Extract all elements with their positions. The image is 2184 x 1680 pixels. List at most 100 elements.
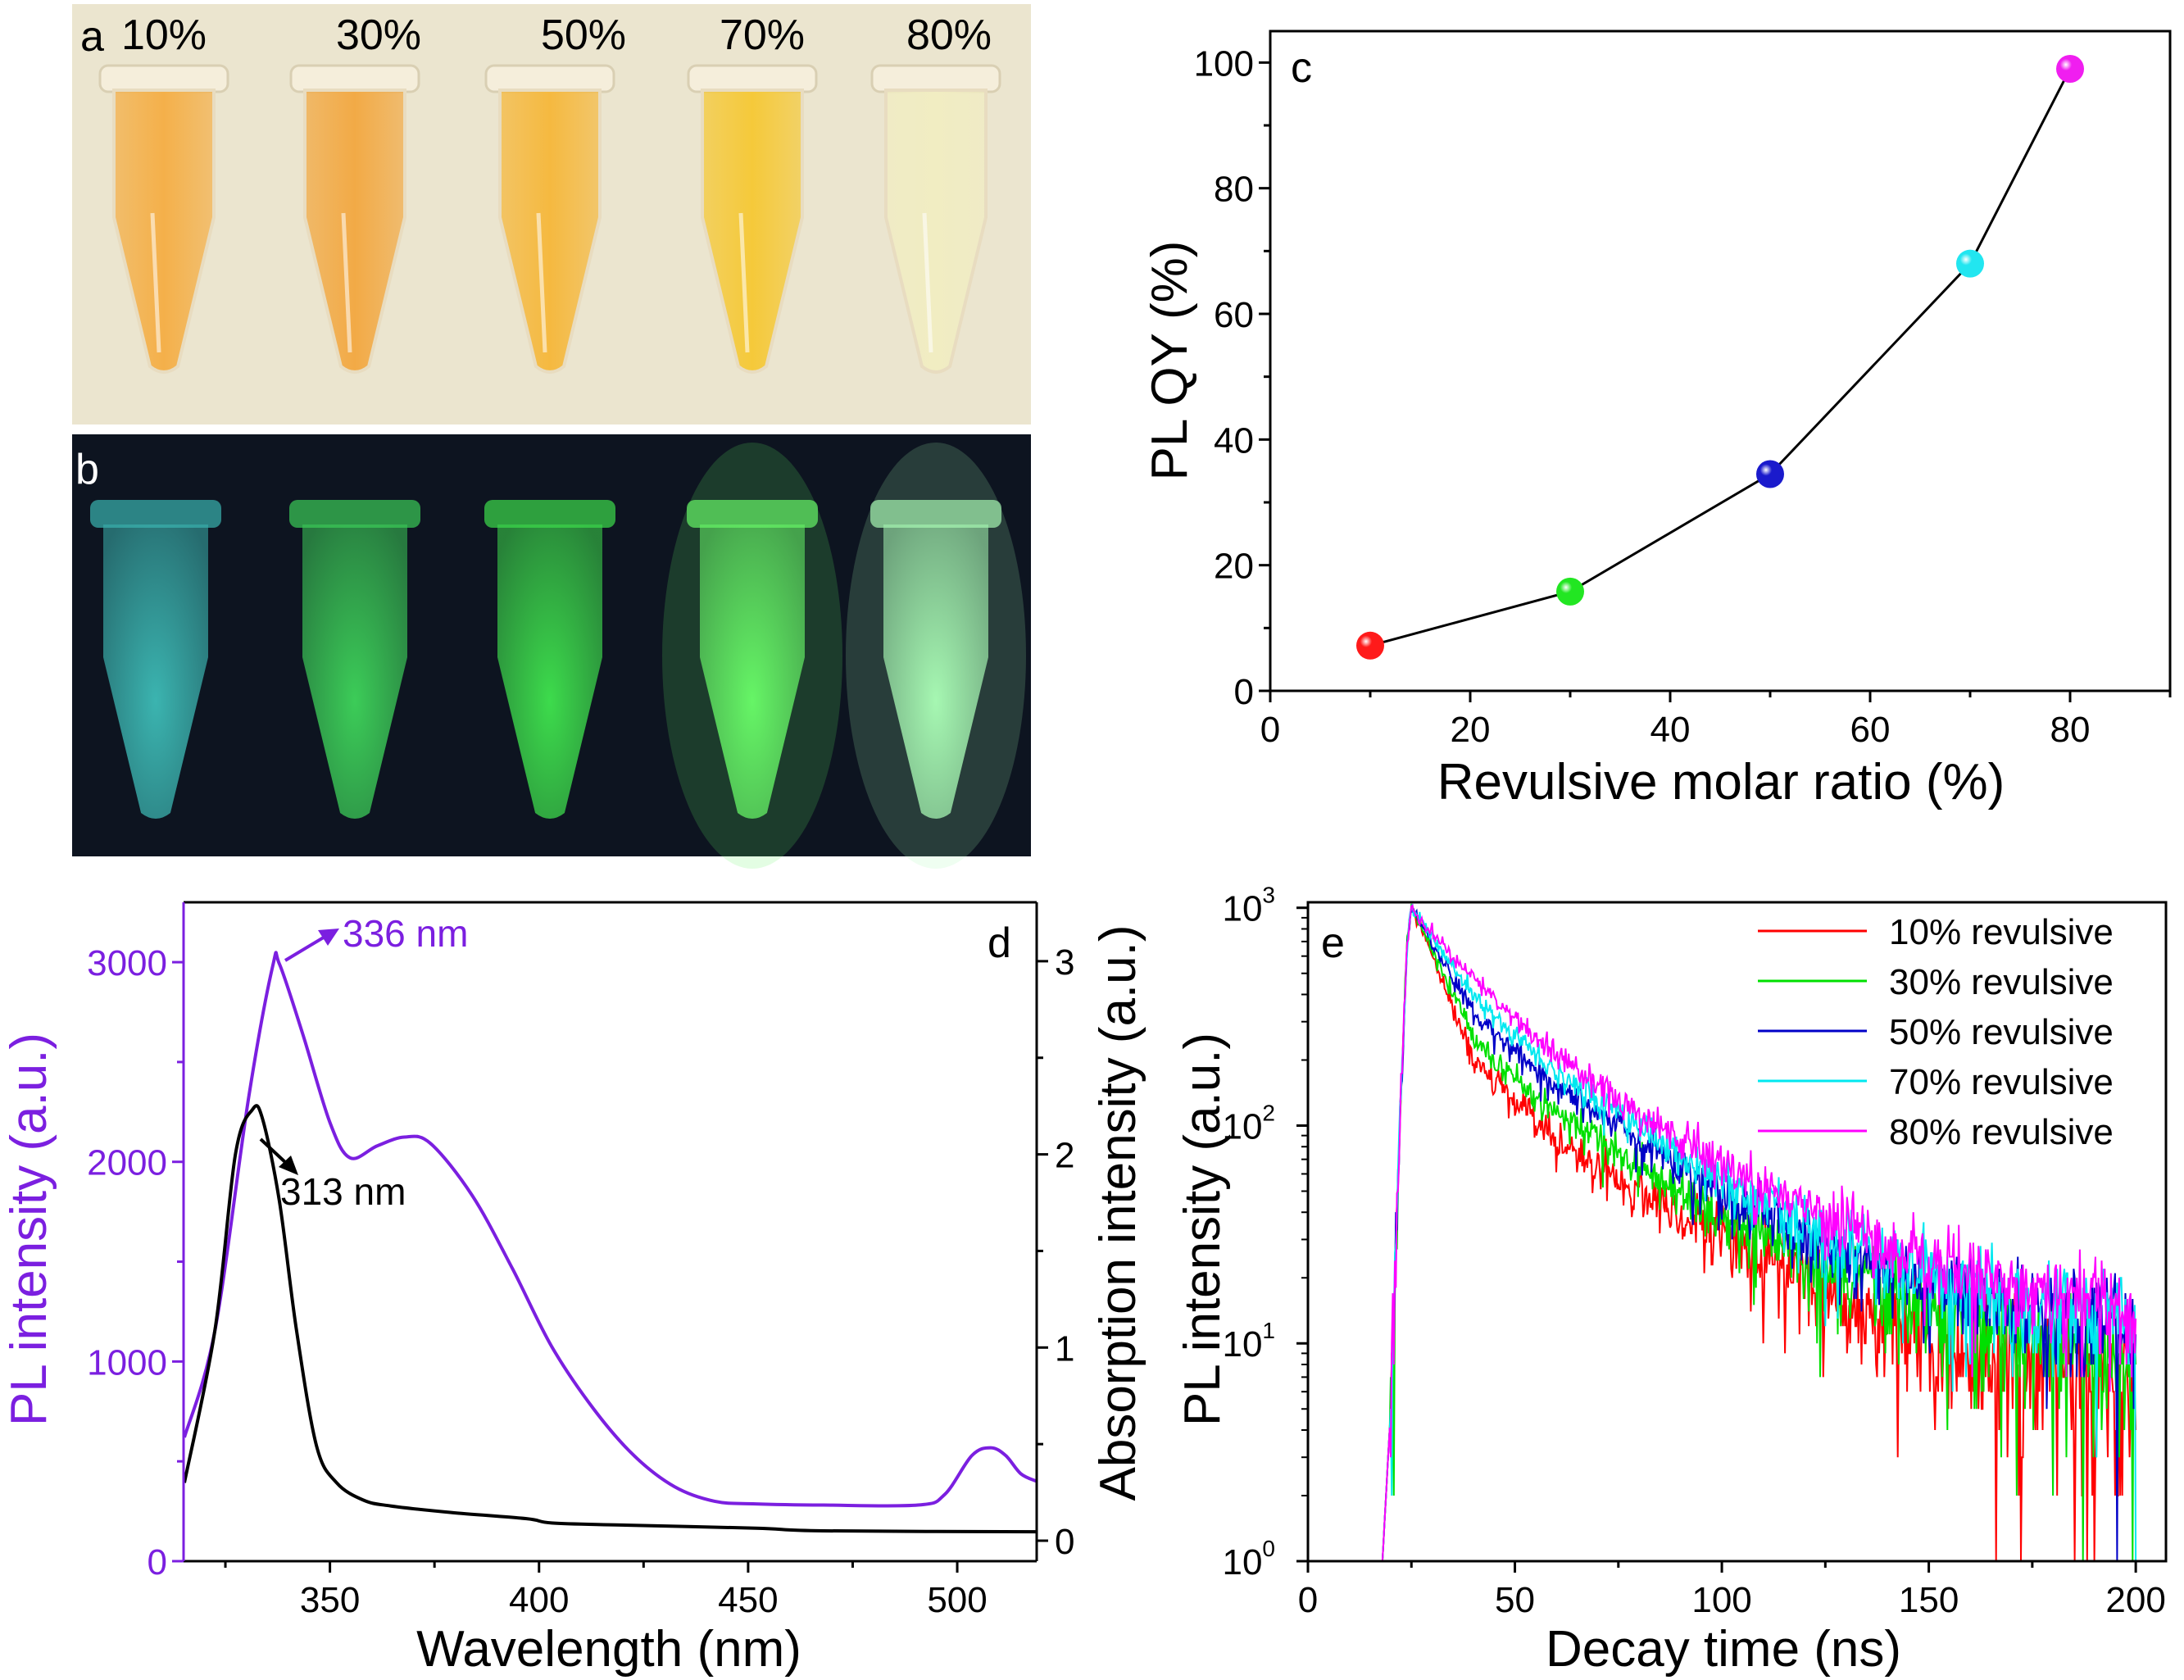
tube-a-10% [112,89,216,374]
x-tick-label-c: 80 [2050,710,2091,750]
tube-highlight [150,212,161,353]
y-tick-label-left-d: 1000 [87,1342,167,1383]
tube-highlight [738,212,750,353]
panel-a-label: a [80,13,104,61]
tube-cap [870,500,1001,528]
x-tick-label-c: 40 [1650,710,1691,750]
x-axis-title-d: Wavelength (nm) [416,1621,801,1678]
tube-label-70: 70% [720,11,805,59]
tube-cap [870,64,1001,93]
panel-c-chart: 0 20 40 60 80 0 20 40 60 80 100 c Revulsive molar … [1142,30,2172,810]
y-tick-label-c: 80 [1214,170,1254,210]
data-point-c [1956,249,1984,278]
data-point-c [1756,460,1784,488]
exponent: 3 [1262,883,1275,908]
plot-frame-e [1306,901,2168,1563]
arrowhead-336-icon [318,929,339,946]
panel-b-label: b [75,446,99,493]
tube-b-0 [103,524,208,819]
panel-c-label: c [1291,44,1312,92]
panel-a-photo: a 10% 30% 50% 70% 80% [72,4,1031,425]
x-tick-label-d: 400 [509,1580,569,1620]
x-tick-label-d: 350 [300,1580,360,1620]
y-tick-label-left-d: 0 [148,1542,167,1582]
tube-b-1 [302,524,407,819]
legend-label: 50% revulsive [1889,1012,2114,1052]
x-tick-label-e: 200 [2105,1580,2165,1620]
decay-curve-1 [1308,907,2137,1562]
tube-b-4 [883,524,988,819]
legend-e: 10% revulsive 30% revulsive 50% revulsive 7… [1758,912,2114,1152]
y-axis-title-left-d: PL intensity (a.u.) [1,1033,57,1426]
legend-label: 80% revulsive [1889,1112,2114,1152]
y-axis-title-right-d: Absorption intensity (a.u.) [1090,924,1146,1501]
y-tick-label-c: 100 [1194,43,1254,84]
x-tick-label-e: 150 [1899,1580,1959,1620]
x-axis-title-e: Decay time (ns) [1546,1621,1901,1678]
plot-frame-c [1269,30,2172,692]
data-point-c [1356,631,1384,660]
annotation-arrow-313 [259,1137,288,1165]
annotation-313nm: 313 nm [280,1170,406,1213]
legend-label: 10% revulsive [1889,912,2114,952]
tube-b-3 [700,524,805,819]
tube-label-80: 80% [906,11,992,59]
x-tick-label-c: 0 [1260,710,1280,750]
y-tick-label-left-d: 3000 [87,943,167,983]
x-tick-label-c: 60 [1850,710,1891,750]
legend-label: 30% revulsive [1889,962,2114,1002]
y-tick-label-e: 100 [1222,1536,1275,1582]
tube-cap [289,500,420,528]
y-tick-label-e: 103 [1222,883,1275,929]
tube-highlight [341,212,352,353]
tube-cap [289,64,420,93]
pl-spectrum-line [183,951,1038,1508]
tube-label-30: 30% [336,11,421,59]
tube-cap [687,500,818,528]
x-axis-title-c: Revulsive molar ratio (%) [1437,754,2005,810]
annotation-336nm: 336 nm [343,912,468,955]
exponent: 1 [1262,1318,1275,1343]
absorption-spectrum-line [183,1104,1038,1534]
x-tick-label-e: 0 [1298,1580,1318,1620]
x-tick-label-d: 450 [718,1580,778,1620]
exponent: 0 [1262,1536,1275,1561]
tube-cap [484,500,615,528]
y-tick-label-right-d: 0 [1055,1522,1074,1562]
qy-line [1369,68,2072,647]
y-tick-label-right-d: 3 [1055,942,1074,983]
panel-b-photo: b [72,434,1031,869]
y-tick-label-right-d: 2 [1055,1136,1074,1176]
arrowhead-313-icon [279,1156,298,1175]
tube-a-30% [303,89,406,374]
y-tick-label-c: 20 [1214,547,1254,587]
y-axis-title-c: PL QY (%) [1142,241,1198,481]
tube-cap [98,64,229,93]
y-tick-label-c: 40 [1214,420,1254,461]
panel-d-chart: 350 400 450 500 0 1000 2000 3000 0 1 2 3 d Waveleng… [1,901,1146,1678]
x-tick-label-c: 20 [1451,710,1491,750]
annotation-arrow-336 [284,934,328,962]
tube-a-50% [498,89,602,374]
panel-e-label: e [1321,919,1345,967]
x-tick-label-d: 500 [927,1580,987,1620]
y-tick-label-left-d: 2000 [87,1143,167,1183]
tube-label-10: 10% [121,11,207,59]
tube-highlight [536,212,547,353]
data-point-c [1556,577,1584,606]
decay-curve-3 [1308,906,2137,1562]
legend-label: 70% revulsive [1889,1062,2114,1102]
tube-highlight [922,212,933,353]
tube-a-70% [701,89,804,374]
y-tick-label-c: 60 [1214,295,1254,335]
y-tick-label-right-d: 1 [1055,1328,1074,1369]
tube-cap [484,64,615,93]
tube-b-2 [497,524,602,819]
data-point-c [2056,55,2084,83]
x-tick-label-e: 100 [1691,1580,1751,1620]
tube-cap [687,64,818,93]
exponent: 2 [1262,1100,1275,1125]
tube-cap [90,500,221,528]
